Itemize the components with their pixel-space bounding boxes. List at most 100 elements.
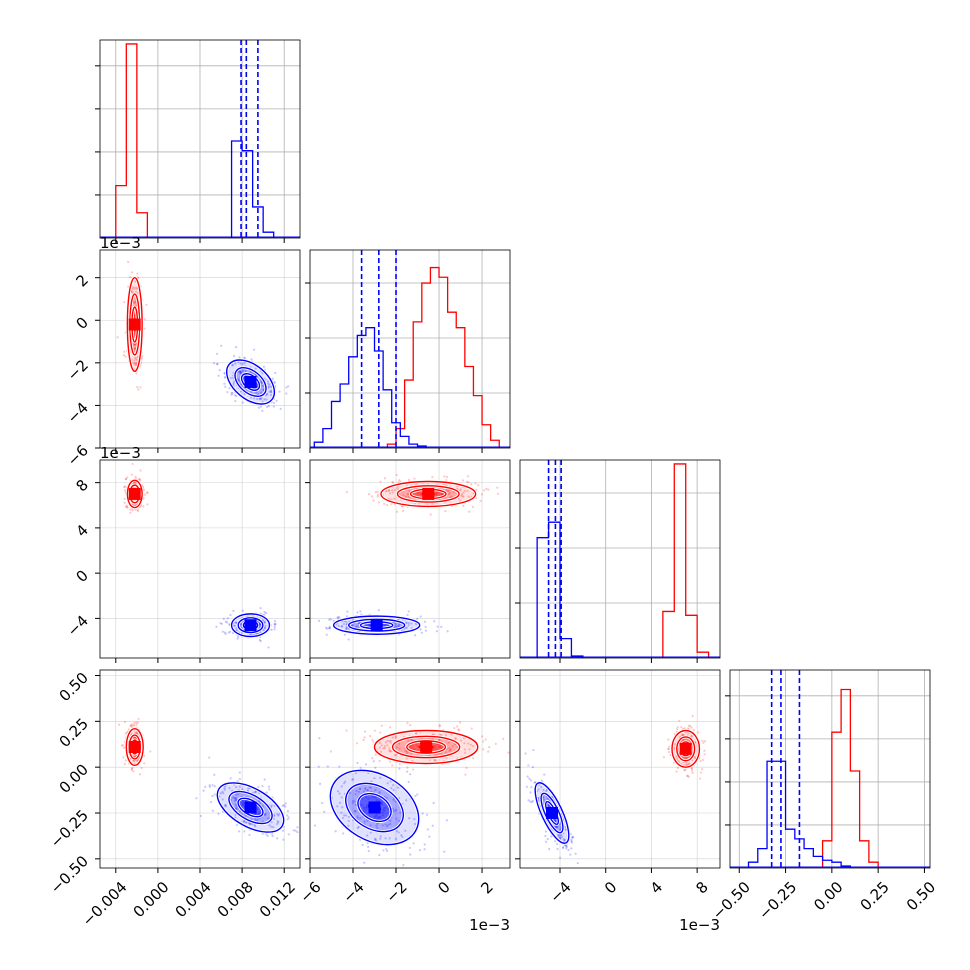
red-sample-point: [488, 746, 491, 749]
blue-sample-point: [393, 809, 396, 812]
blue-sample-point: [381, 824, 384, 827]
red-sample-point: [479, 499, 482, 502]
blue-sample-point: [258, 622, 261, 625]
blue-sample-point: [377, 799, 381, 802]
red-sample-point: [133, 359, 136, 362]
blue-sample-point: [233, 799, 237, 802]
blue-sample-point: [248, 833, 251, 837]
red-sample-point: [139, 469, 142, 472]
blue-sample-point: [287, 816, 290, 819]
blue-sample-point: [413, 822, 417, 826]
blue-sample-point: [223, 631, 226, 634]
red-sample-point: [703, 753, 706, 756]
y-tick-label: −0.50: [47, 852, 92, 897]
red-sample-point: [431, 476, 434, 479]
blue-sample-point: [384, 837, 387, 840]
blue-sample-point: [254, 367, 257, 370]
blue-sample-point: [336, 616, 339, 619]
red-sample-point: [407, 739, 410, 743]
blue-sample-point: [269, 393, 273, 397]
red-sample-point: [134, 362, 138, 365]
blue-sample-point: [240, 371, 243, 374]
red-sample-point: [386, 739, 389, 743]
blue-sample-point: [386, 782, 389, 785]
red-sample-point: [413, 748, 416, 751]
blue-sample-point: [351, 801, 354, 805]
blue-sample-point: [384, 823, 387, 826]
blue-sample-point: [218, 369, 221, 372]
blue-sample-point: [273, 622, 276, 625]
blue-sample-point: [359, 817, 362, 820]
blue-sample-point: [390, 787, 393, 790]
red-sample-point: [468, 748, 471, 751]
blue-sample-point: [537, 788, 540, 791]
red-sample-point: [435, 492, 438, 495]
red-sample-point: [387, 740, 391, 743]
x-tick-label: 8: [692, 878, 711, 897]
red-sample-point: [449, 749, 452, 752]
red-sample-point: [683, 727, 686, 730]
red-sample-point: [398, 747, 401, 750]
red-sample-point: [404, 495, 408, 498]
blue-sample-point: [301, 829, 303, 831]
blue-sample-point: [532, 748, 535, 752]
blue-sample-point: [558, 856, 562, 859]
blue-sample-point: [424, 629, 427, 632]
red-sample-point: [448, 747, 451, 750]
blue-contour: [345, 782, 404, 833]
red-sample-point: [703, 740, 707, 743]
blue-sample-point: [204, 785, 207, 788]
blue-sample-point: [332, 619, 335, 622]
blue-sample-point: [318, 782, 322, 785]
blue-sample-point: [570, 841, 573, 844]
red-sample-point: [668, 750, 671, 754]
blue-sample-point: [556, 842, 559, 846]
red-sample-point: [457, 497, 460, 500]
blue-sample-point: [357, 790, 360, 794]
blue-sample-point: [265, 398, 268, 401]
blue-sample-point: [287, 385, 290, 388]
blue-sample-point: [524, 752, 527, 755]
x-offset-label: 1e−3: [469, 916, 510, 934]
blue-sample-point: [531, 765, 535, 769]
blue-sample-point: [364, 795, 368, 799]
blue-sample-point: [407, 780, 410, 784]
red-sample-point: [474, 482, 477, 485]
red-sample-point: [688, 762, 691, 765]
red-sample-point: [467, 495, 470, 498]
red-sample-point: [454, 737, 458, 740]
blue-sample-point: [351, 778, 354, 781]
blue-sample-point: [235, 627, 238, 630]
red-sample-point: [408, 489, 411, 493]
blue-sample-point: [399, 811, 402, 814]
blue-sample-point: [378, 816, 381, 819]
red-sample-point: [434, 759, 437, 762]
blue-sample-point: [344, 780, 347, 783]
blue-sample-point: [365, 806, 368, 809]
blue-sample-point: [318, 619, 321, 622]
blue-sample-point: [338, 792, 341, 795]
red-sample-point: [143, 762, 146, 765]
y-tick-label: 0.00: [56, 760, 92, 796]
red-sample-point: [387, 489, 390, 493]
red-histogram: [386, 266, 500, 448]
red-sample-point: [129, 276, 132, 279]
red-sample-point: [454, 737, 457, 740]
red-peak-cell: [420, 741, 433, 753]
blue-sample-point: [569, 853, 572, 856]
blue-contour: [237, 797, 264, 818]
red-sample-point: [439, 733, 442, 736]
red-sample-point: [441, 492, 445, 495]
red-sample-point: [409, 745, 412, 748]
blue-sample-point: [266, 834, 269, 838]
red-sample-point: [662, 756, 666, 759]
red-sample-point: [689, 725, 692, 728]
blue-sample-point: [296, 826, 299, 829]
red-sample-point: [462, 491, 465, 494]
red-histogram: [115, 43, 149, 238]
blue-sample-point: [237, 379, 241, 383]
blue-sample-point: [237, 830, 241, 833]
blue-sample-point: [410, 622, 413, 625]
blue-sample-point: [286, 810, 290, 813]
blue-sample-point: [564, 825, 567, 829]
